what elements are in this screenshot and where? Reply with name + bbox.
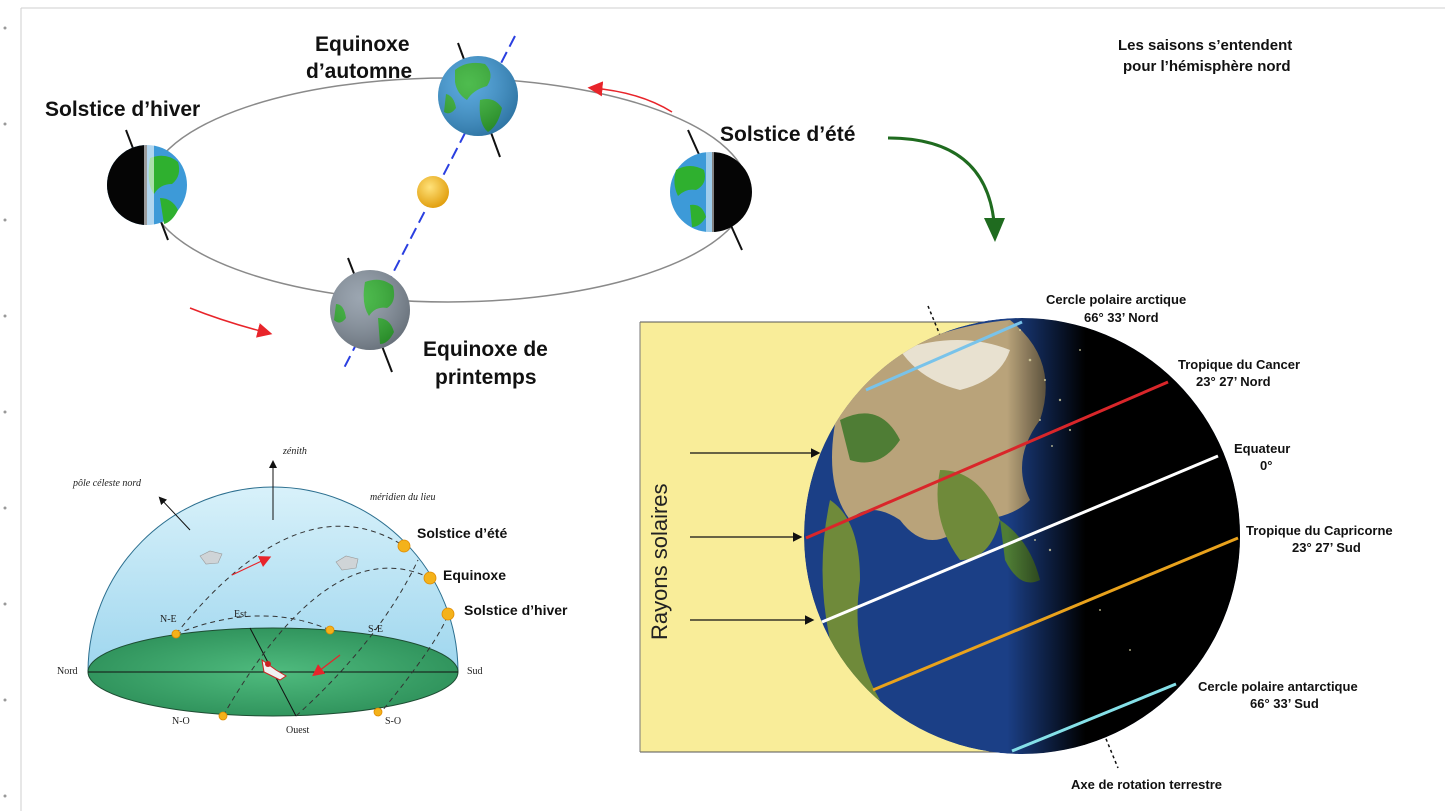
earth-summer-solstice-icon (670, 129, 752, 251)
earth-spring-equinox-icon (330, 257, 410, 373)
green-arrow-icon (887, 136, 996, 223)
label-antarctic-1: Cercle polaire antarctique (1198, 679, 1358, 694)
label-ouest: Ouest (286, 725, 310, 736)
label-est: Est (234, 609, 247, 620)
antarctic-circle-line (1011, 682, 1177, 753)
pole-arrow (158, 496, 191, 531)
label-solstice-hiver: Solstice d’hiver (45, 98, 201, 121)
label-arctic-1: Cercle polaire arctique (1046, 292, 1187, 307)
tropic-capricorn-line (872, 536, 1239, 692)
label-pole: pôle céleste nord (73, 478, 141, 489)
orbit-arrow-top (587, 81, 673, 113)
label-nord: Nord (57, 666, 78, 677)
label-antarctic-2: 66° 33’ Sud (1250, 696, 1319, 711)
label-dome-equinoxe: Equinoxe (443, 567, 507, 583)
label-equinoxe-printemps-2: printemps (435, 366, 537, 389)
label-so: S-O (385, 716, 402, 727)
label-se: S-E (368, 624, 383, 635)
label-solar-rays: Rayons solaires (647, 483, 672, 640)
sky-dome (87, 486, 459, 673)
label-cancer-2: 23° 27’ Nord (1196, 374, 1271, 389)
label-meridien: méridien du lieu (370, 492, 436, 503)
label-equinoxe-automne-2: d’automne (306, 60, 413, 83)
label-capricorn-2: 23° 27’ Sud (1292, 540, 1361, 555)
margin-dots (3, 26, 7, 798)
label-dome-solstice-ete: Solstice d’été (417, 525, 508, 541)
orbit-diagram (107, 35, 1005, 373)
note-line-2: pour l’hémisphère nord (1123, 58, 1291, 75)
sun-icon (417, 176, 449, 208)
label-equator-1: Equateur (1234, 441, 1291, 456)
label-solstice-ete: Solstice d’été (720, 123, 856, 146)
label-cancer-1: Tropique du Cancer (1178, 357, 1301, 372)
orbit-arrow-bottom (189, 307, 273, 338)
earth-globe-icon (804, 318, 1240, 754)
observer-icon (261, 658, 287, 681)
label-equinoxe-printemps-1: Equinoxe de (423, 338, 548, 361)
label-capricorn-1: Tropique du Capricorne (1246, 523, 1393, 538)
sun-marker-icons (171, 539, 455, 721)
label-ne: N-E (160, 614, 177, 625)
label-dome-solstice-hiver: Solstice d’hiver (464, 602, 568, 618)
earth-winter-solstice-icon (107, 129, 187, 241)
cloud-icon (335, 555, 359, 571)
arctic-circle-line (865, 320, 1023, 392)
cloud-icon (199, 550, 223, 565)
label-zenith: zénith (283, 446, 307, 457)
label-arctic-2: 66° 33’ Nord (1084, 310, 1159, 325)
celestial-dome-diagram (87, 460, 459, 721)
note-line-1: Les saisons s’entendent (1118, 37, 1293, 54)
label-rotation-axis: Axe de rotation terrestre (1071, 777, 1222, 792)
earth-autumn-equinox-icon (438, 42, 518, 158)
label-sud: Sud (467, 666, 483, 677)
label-no: N-O (172, 716, 190, 727)
label-equinoxe-automne-1: Equinoxe (315, 33, 410, 56)
label-equator-2: 0° (1260, 458, 1273, 473)
equator-line (821, 454, 1219, 624)
earth-illumination-diagram (639, 305, 1240, 769)
tropic-cancer-line (805, 380, 1169, 540)
